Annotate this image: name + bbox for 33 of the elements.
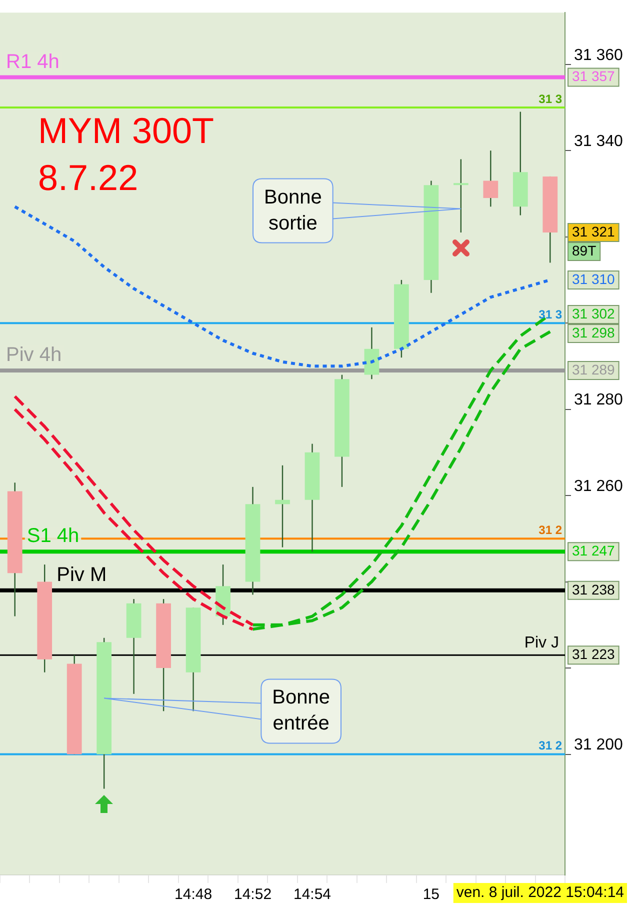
y-tick-label: 31 340 bbox=[574, 132, 624, 150]
y-tick-label: 31 200 bbox=[574, 736, 624, 754]
text: 31 289 bbox=[572, 361, 616, 378]
ref-line-label: Piv J bbox=[524, 634, 559, 652]
y-tick-label: 31 360 bbox=[574, 46, 624, 64]
ref-line-label: S1 4h bbox=[26, 525, 80, 548]
text: 31 310 bbox=[572, 270, 616, 287]
x-tick-label: 15 bbox=[422, 886, 440, 904]
annotation: 31 3 bbox=[538, 307, 562, 322]
ref-line-label: R1 4h bbox=[6, 50, 60, 73]
x-tick-label: 14:52 bbox=[234, 886, 272, 904]
text: 31 223 bbox=[572, 646, 616, 662]
y-tick-label: 31 280 bbox=[574, 392, 624, 409]
x-tick-label: 14:54 bbox=[293, 886, 332, 904]
y-tick-label: 31 260 bbox=[574, 478, 624, 495]
annotation: 31 2 bbox=[538, 522, 562, 537]
x-tick-label: 14:48 bbox=[174, 886, 212, 904]
text: MYM 300T bbox=[38, 110, 214, 151]
text: 31 238 bbox=[572, 581, 616, 598]
text: 8.7.22 bbox=[38, 157, 138, 198]
annotation: Bonne sortie bbox=[264, 186, 322, 234]
annotation: 31 3 bbox=[538, 92, 562, 106]
text: ven. 8 juil. 2022 15:04:14 bbox=[456, 884, 624, 902]
text: 31 247 bbox=[572, 542, 616, 558]
annotation: 31 2 bbox=[538, 738, 562, 753]
text: 31 357 bbox=[572, 68, 616, 84]
text: 89T bbox=[572, 242, 597, 258]
text: 31 321 bbox=[572, 223, 616, 240]
text: 31 298 bbox=[572, 324, 616, 340]
ref-line-label: Piv M bbox=[56, 564, 107, 586]
ref-line-label: Piv 4h bbox=[6, 344, 62, 366]
annotation: Bonne entrée bbox=[272, 686, 330, 735]
text: 31 302 bbox=[572, 305, 616, 322]
